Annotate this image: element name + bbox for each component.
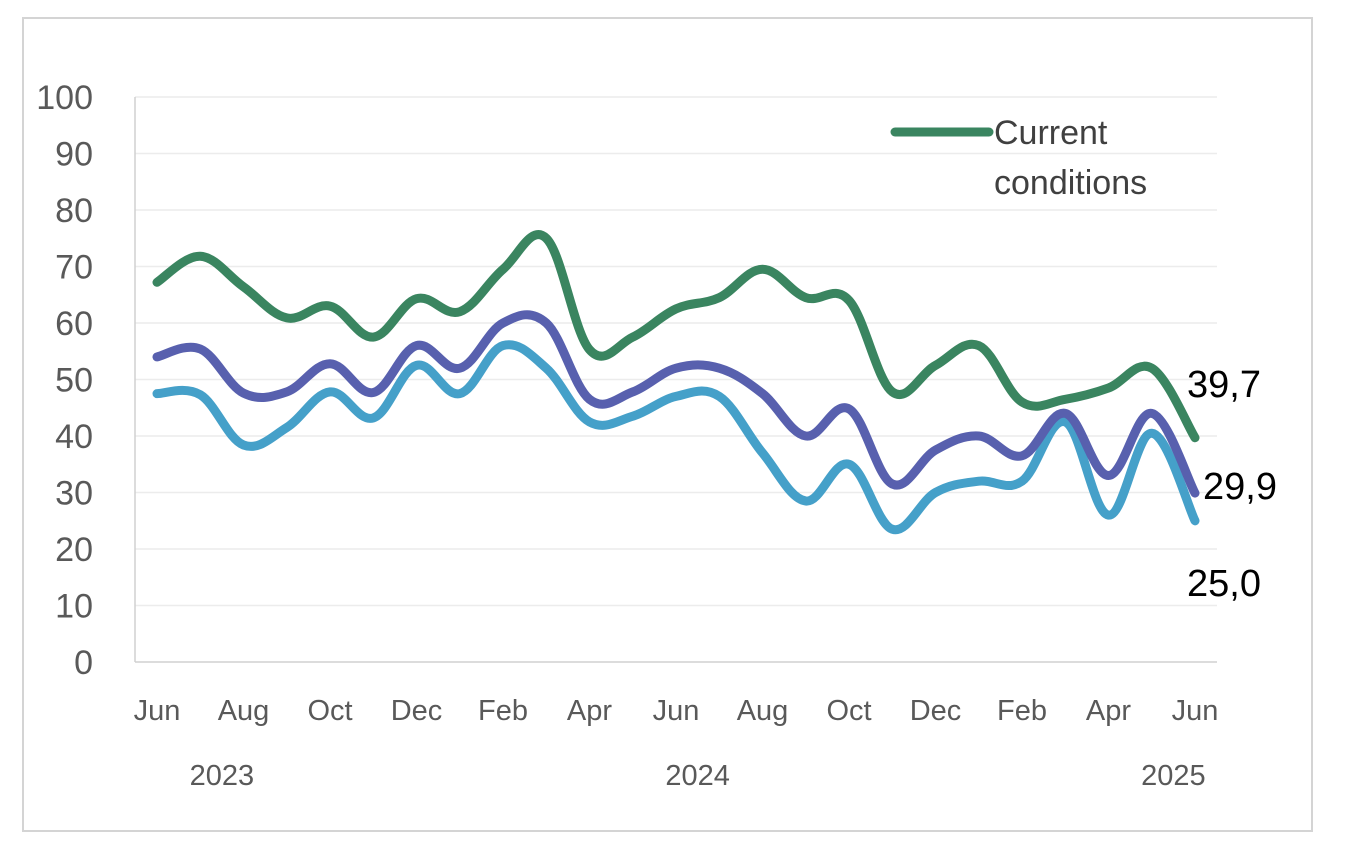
series-line-1	[152, 310, 1200, 498]
series-line-2	[152, 340, 1200, 535]
y-axis-ticks: 0 10 20 30 40 50 60 70 80 90 100	[36, 79, 93, 682]
y-tick-label-60: 60	[55, 305, 93, 343]
x-tick-label-10: Feb	[997, 695, 1047, 727]
year-label-2023: 2023	[190, 760, 255, 792]
x-tick-label-3: Dec	[391, 695, 443, 727]
x-tick-label-11: Apr	[1086, 695, 1131, 727]
year-label-2025: 2025	[1141, 760, 1206, 792]
x-tick-label-6: Jun	[653, 695, 700, 727]
y-tick-label-0: 0	[74, 644, 93, 682]
x-tick-label-12: Jun	[1172, 695, 1219, 727]
legend-label-line-2: conditions	[994, 164, 1147, 202]
x-tick-label-9: Dec	[910, 695, 962, 727]
line-chart: 0 10 20 30 40 50 60 70 80 90 100 Jun Aug Oct Dec Feb Ap…	[36, 79, 1277, 792]
chart-frame: 0 10 20 30 40 50 60 70 80 90 100 Jun Aug Oct Dec Feb Ap…	[22, 17, 1313, 832]
series-line-0	[152, 230, 1200, 443]
year-label-2024: 2024	[665, 760, 730, 792]
series-lines	[152, 230, 1200, 535]
axes	[134, 97, 1217, 663]
legend: Current conditions	[890, 114, 1147, 202]
legend-label-line-1: Current	[994, 114, 1108, 152]
end-label-series-2: 25,0	[1187, 563, 1261, 605]
y-tick-label-40: 40	[55, 418, 93, 456]
y-tick-label-100: 100	[36, 79, 93, 117]
x-tick-label-4: Feb	[478, 695, 528, 727]
y-tick-label-50: 50	[55, 362, 93, 400]
y-tick-label-70: 70	[55, 249, 93, 287]
year-labels: 2023 2024 2025	[190, 760, 1206, 792]
y-tick-label-90: 90	[55, 136, 93, 174]
x-tick-label-2: Oct	[307, 695, 352, 727]
gridlines	[135, 96, 1217, 607]
y-tick-label-20: 20	[55, 531, 93, 569]
x-tick-label-8: Oct	[826, 695, 871, 727]
y-tick-label-30: 30	[55, 475, 93, 513]
y-tick-label-80: 80	[55, 192, 93, 230]
y-tick-label-10: 10	[55, 588, 93, 626]
end-label-series-0: 39,7	[1187, 364, 1261, 406]
x-tick-label-5: Apr	[567, 695, 612, 727]
end-label-series-1: 29,9	[1203, 466, 1277, 508]
end-labels: 39,7 29,9 25,0	[1187, 364, 1277, 605]
x-axis-ticks: Jun Aug Oct Dec Feb Apr Jun Aug Oct Dec Feb Apr Jun	[134, 695, 1219, 727]
x-tick-label-7: Aug	[737, 695, 789, 727]
x-tick-label-0: Jun	[134, 695, 181, 727]
x-tick-label-1: Aug	[218, 695, 270, 727]
